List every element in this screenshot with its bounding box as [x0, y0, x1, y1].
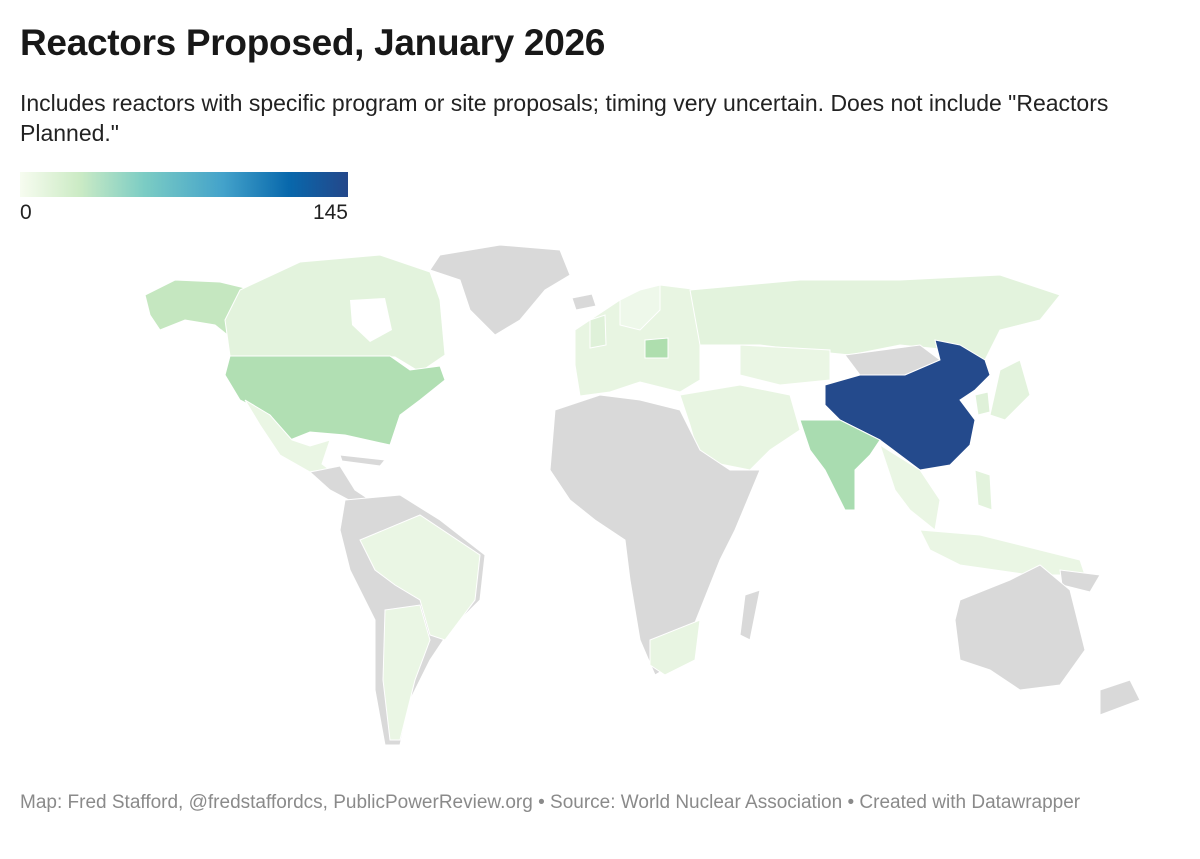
region-philippines[interactable]: [974, 469, 993, 511]
region-scandinavia[interactable]: [619, 284, 661, 331]
legend-min-label: 0: [20, 201, 32, 224]
legend-gradient-bar: [20, 172, 348, 197]
region-japan[interactable]: [989, 359, 1031, 421]
legend-labels: 0 145: [20, 201, 348, 225]
region-africa[interactable]: [549, 394, 761, 676]
region-brazil[interactable]: [359, 514, 481, 641]
region-argentina[interactable]: [382, 604, 431, 741]
chart-title: Reactors Proposed, January 2026: [20, 22, 606, 63]
region-india[interactable]: [799, 419, 881, 511]
region-south-africa[interactable]: [649, 619, 701, 676]
region-madagascar[interactable]: [739, 589, 761, 641]
region-hudson-bay: [350, 298, 392, 342]
region-usa[interactable]: [224, 355, 446, 446]
region-png[interactable]: [1059, 569, 1101, 593]
region-poland[interactable]: [644, 337, 669, 359]
color-legend: 0 145: [20, 172, 348, 225]
region-southeast-asia[interactable]: [879, 443, 941, 531]
source-credit: Map: Fred Stafford, @fredstaffordcs, Pub…: [20, 792, 1081, 813]
legend-max-label: 145: [312, 201, 348, 224]
region-indonesia[interactable]: [919, 529, 1086, 576]
world-map: [144, 244, 1141, 746]
region-greenland[interactable]: [429, 244, 571, 336]
region-mexico[interactable]: [244, 399, 332, 473]
region-canada[interactable]: [224, 254, 446, 373]
region-iceland[interactable]: [571, 293, 597, 311]
region-central-asia[interactable]: [739, 344, 831, 386]
region-korea[interactable]: [974, 391, 991, 416]
region-new-zealand[interactable]: [1099, 679, 1141, 716]
region-uk[interactable]: [589, 314, 607, 349]
region-australia[interactable]: [954, 564, 1086, 691]
region-cuba[interactable]: [339, 454, 386, 467]
chart-subtitle: Includes reactors with specific program …: [20, 90, 1109, 146]
